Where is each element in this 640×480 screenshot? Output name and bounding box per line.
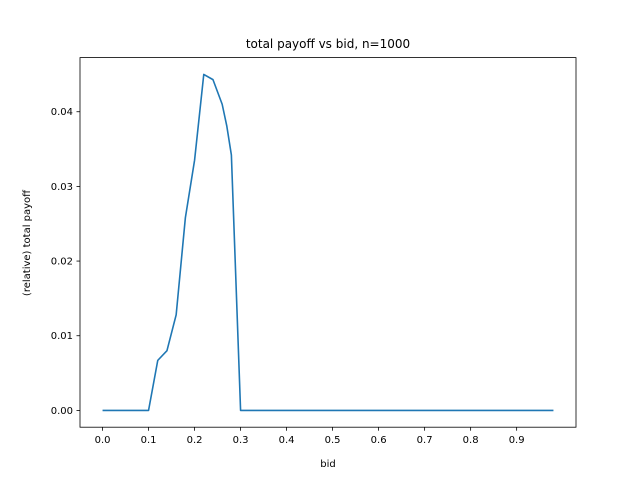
chart-title: total payoff vs bid, n=1000 <box>246 37 410 51</box>
x-tick-label: 0.4 <box>279 435 295 446</box>
y-tick-label: 0.02 <box>51 257 73 268</box>
series-line <box>102 73 554 412</box>
x-tick-label: 0.6 <box>371 435 387 446</box>
x-tick-label: 0.9 <box>509 435 525 446</box>
x-axis-ticks: 0.0 0.1 0.2 0.3 0.4 0.5 0.6 0.7 0.8 0.9 <box>95 427 525 446</box>
x-tick-label: 0.5 <box>325 435 341 446</box>
y-axis-label: (relative) total payoff <box>22 189 33 296</box>
x-tick-label: 0.1 <box>141 435 157 446</box>
y-axis-ticks: 0.00 0.01 0.02 0.03 0.04 <box>51 107 80 417</box>
x-tick-label: 0.2 <box>187 435 203 446</box>
x-tick-label: 0.0 <box>95 435 111 446</box>
y-tick-label: 0.00 <box>51 406 73 417</box>
x-tick-label: 0.3 <box>233 435 249 446</box>
plot-area <box>102 73 554 412</box>
y-tick-label: 0.01 <box>51 331 73 342</box>
x-tick-label: 0.8 <box>463 435 479 446</box>
x-tick-label: 0.7 <box>417 435 433 446</box>
y-tick-label: 0.04 <box>51 107 73 118</box>
axes-frame <box>79 57 577 428</box>
y-tick-label: 0.03 <box>51 182 73 193</box>
x-axis-label: bid <box>320 459 335 470</box>
